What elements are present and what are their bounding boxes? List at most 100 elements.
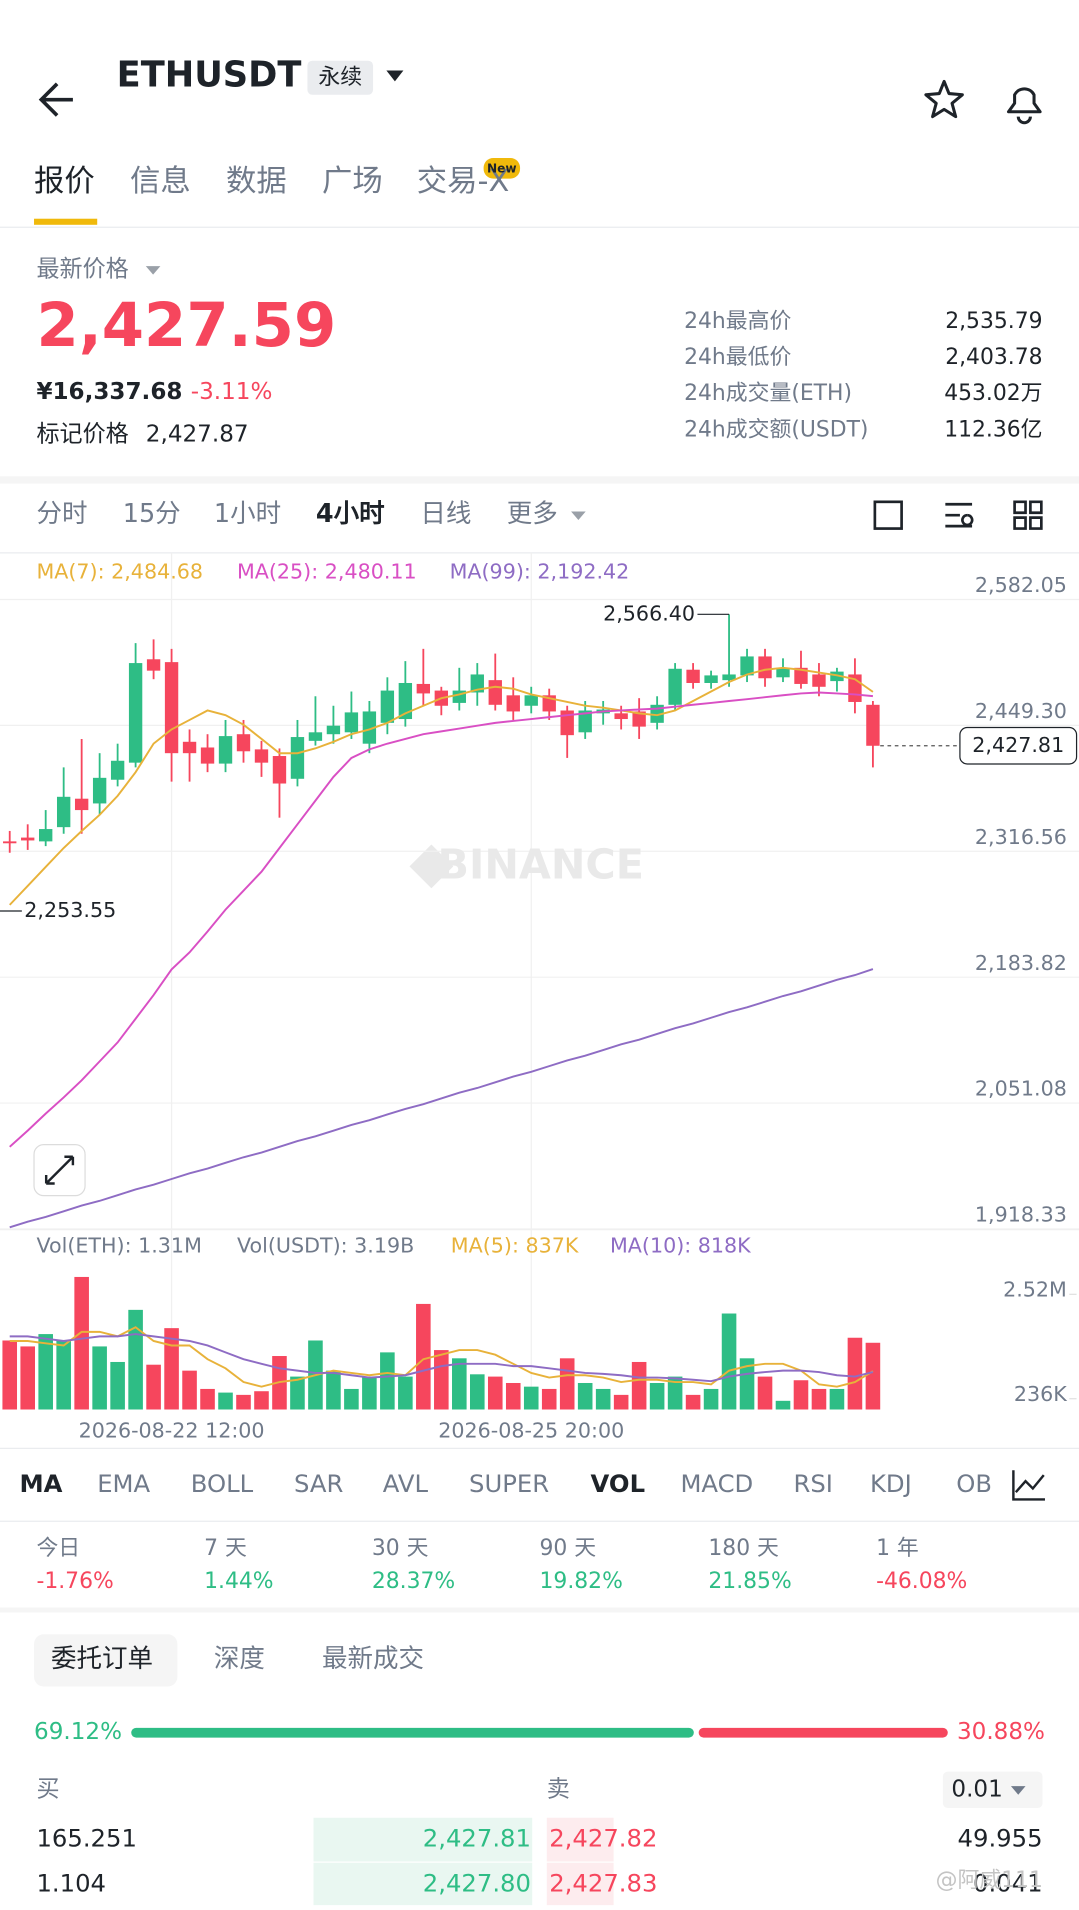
volume-bar [775,1400,791,1410]
tab[interactable]: 信息 [130,164,191,199]
chart-tools[interactable] [873,500,1043,530]
indicator-tab[interactable]: MACD [680,1469,753,1498]
volume-bar [380,1352,395,1410]
tick-size-select[interactable] [942,1771,1043,1809]
period-change: 19.82% [540,1569,623,1594]
section-gap [0,1607,1079,1613]
candle-body [668,668,682,705]
indicator-tab[interactable]: BOLL [191,1469,254,1498]
price-dropdown[interactable] [145,266,161,275]
tool-icon[interactable] [873,500,903,530]
tab[interactable]: 交易-X [417,164,509,199]
legend-entry: MA(99): 2,192.42 [450,559,630,583]
symbol-dropdown[interactable] [386,70,404,82]
tab[interactable]: 报价 [34,164,95,199]
ask-amount: 49.955 [958,1824,1043,1853]
ask-ratio-bar [698,1727,948,1738]
price-label: 最新价格 [36,256,128,282]
favorite-button[interactable] [924,79,964,119]
volume-bar [559,1358,575,1410]
more-dropdown[interactable] [571,511,586,521]
volume-bar [416,1303,431,1410]
candle-body [632,711,646,727]
alert-button[interactable] [1007,87,1042,125]
order-tab[interactable]: 深度 [214,1644,265,1674]
volume-bar [811,1388,827,1410]
selected-tab-bg [34,1634,178,1687]
section-gap [0,476,1079,484]
candle-body [146,659,161,671]
ask-amount: 0.041 [973,1869,1043,1898]
interval-tab[interactable]: 15分 [123,499,181,529]
bid-ratio-bar [131,1727,694,1738]
volume-bar [721,1313,737,1410]
stat-value: 112.36亿 [944,417,1042,442]
bid-depth [313,1862,533,1906]
ma-line [9,1333,874,1383]
back-button[interactable] [38,82,73,117]
stat-label: 24h成交量(ETH) [684,381,852,406]
candle-body [578,710,592,733]
indicator-tab[interactable]: VOL [591,1469,646,1498]
candle-body [254,749,269,763]
volume-bar [110,1361,125,1410]
candle-body [92,777,107,804]
candle-body [236,734,251,752]
candle-body [740,656,754,676]
candle-body [866,704,880,746]
candle-body [488,680,502,705]
indicator-tab[interactable]: MA [19,1469,62,1498]
order-tab[interactable]: 委托订单 [51,1644,153,1674]
indicator-tab[interactable]: EMA [97,1469,150,1498]
legend-entry: MA(10): 818K [610,1234,751,1258]
candle-body [74,798,89,811]
tool-icon[interactable] [1013,500,1043,530]
candle-body [218,736,233,764]
volume-bar [649,1382,665,1410]
tab[interactable]: 数据 [226,164,287,199]
legend-entry: MA(5): 837K [451,1234,579,1258]
volume-bar [20,1346,35,1410]
candle-body [128,663,143,763]
volume-bar [398,1376,413,1410]
candle-body [344,712,359,733]
volume-bar [56,1340,71,1410]
period-change: -46.08% [876,1569,967,1594]
volume-bar [631,1361,647,1410]
volume-bar [344,1388,359,1410]
stat-label: 24h最高价 [684,309,791,334]
indicator-tab[interactable]: RSI [793,1469,832,1498]
indicator-tab[interactable]: KDJ [870,1469,912,1498]
volume-bar [847,1337,863,1410]
interval-tab[interactable]: 分时 [36,499,87,529]
order-tab[interactable]: 最新成交 [322,1644,424,1674]
interval-tab[interactable]: 日线 [420,499,471,529]
indicator-settings[interactable] [1012,1470,1045,1501]
indicator-tab[interactable]: AVL [383,1469,429,1498]
candle-body [722,674,736,681]
volume-bar [613,1394,629,1410]
volume-bar [362,1376,377,1410]
candle-body [200,747,215,764]
candle-body [308,732,323,741]
candle-body [182,741,197,754]
volume-bar [434,1350,449,1410]
volume-bar [667,1376,683,1410]
volume-bar [182,1370,197,1410]
interval-tab[interactable]: 4小时 [316,499,385,529]
mark-price: 2,427.87 [146,422,249,448]
ma-line [9,691,874,1148]
interval-tab[interactable]: 更多 [507,499,558,529]
volume-bar [290,1376,305,1410]
indicator-tab[interactable]: SUPER [469,1469,549,1498]
period-label: 7 天 [204,1536,247,1561]
tab[interactable]: 广场 [322,164,383,199]
bid-price: 2,427.80 [423,1869,531,1898]
candle-body [614,713,628,720]
tool-icon[interactable] [945,502,974,528]
indicator-tab[interactable]: SAR [294,1469,343,1498]
ma-line [9,1326,874,1388]
interval-tab[interactable]: 1小时 [214,499,281,529]
volume-bar [757,1376,773,1410]
